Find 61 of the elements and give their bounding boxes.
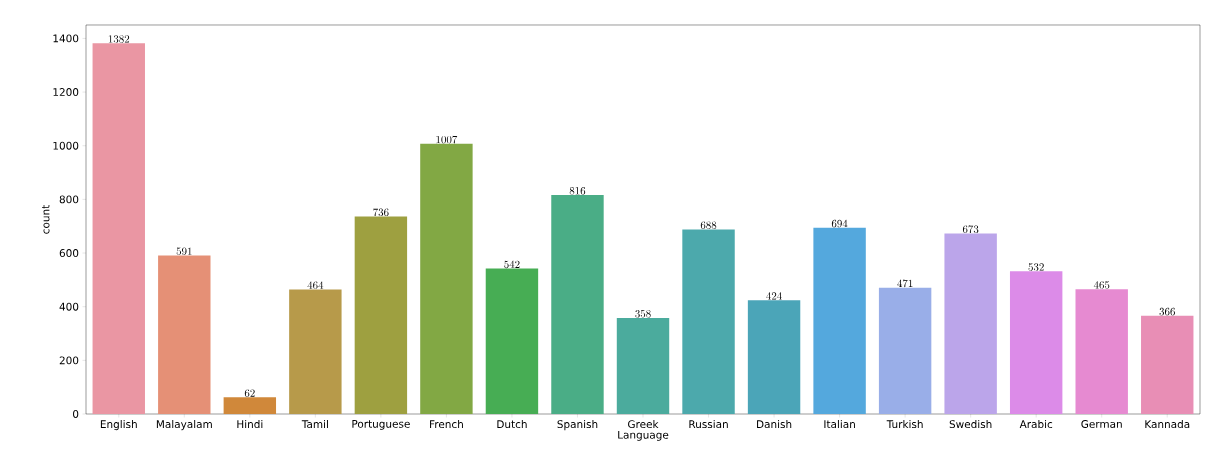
x-axis-title: Language (618, 430, 669, 441)
x-tick-label: Arabic (1019, 420, 1053, 429)
y-axis-title: count (42, 204, 50, 234)
x-tick-label: French (430, 420, 463, 429)
y-tick-label: 1000 (53, 141, 79, 150)
x-tick-label: Kannada (1145, 420, 1190, 429)
bar (92, 43, 145, 414)
data-label: 471 (897, 279, 913, 288)
y-tick-label: 1400 (53, 34, 79, 43)
bar (289, 289, 342, 414)
data-label: 532 (1028, 263, 1044, 271)
x-tick-label: Greek (628, 420, 659, 429)
x-tick-label: German (1081, 420, 1122, 428)
bar (354, 216, 408, 414)
y-tick-label: 400 (59, 302, 79, 311)
data-label: 1382 (108, 35, 130, 43)
bar (1075, 289, 1128, 414)
bar (944, 233, 997, 414)
data-label: 1007 (436, 135, 458, 144)
data-label: 736 (373, 208, 389, 217)
data-label: 465 (1093, 281, 1110, 289)
bar (682, 229, 735, 414)
bar (878, 287, 932, 414)
data-label: 542 (504, 260, 520, 269)
bar (813, 227, 866, 414)
y-tick-label: 0 (73, 410, 79, 418)
bar (616, 317, 670, 414)
x-tick-label: Italian (824, 420, 855, 429)
data-label: 816 (569, 187, 586, 195)
x-tick-label: Dutch (497, 420, 527, 429)
x-tick-label: Tamil (301, 420, 328, 429)
bar (420, 143, 473, 414)
bar (158, 255, 211, 414)
x-tick-label: Danish (757, 420, 792, 429)
data-label: 366 (1159, 307, 1175, 316)
x-tick-label: Portuguese (352, 420, 410, 430)
x-tick-label: English (100, 420, 137, 431)
data-label: 694 (831, 219, 848, 228)
bar (1141, 315, 1194, 414)
data-label: 358 (635, 309, 651, 318)
x-tick-label: Swedish (949, 420, 992, 429)
y-tick-label: 200 (59, 356, 79, 365)
data-label: 688 (700, 221, 717, 229)
data-label: 424 (766, 292, 782, 300)
bar (551, 195, 604, 414)
data-label: 464 (307, 281, 324, 290)
bar (223, 397, 277, 414)
y-tick-label: 600 (59, 249, 79, 257)
x-tick-label: Russian (689, 420, 728, 429)
x-tick-label: Hindi (237, 420, 263, 429)
bar (485, 268, 539, 414)
bar (1009, 271, 1063, 414)
y-tick-label: 800 (59, 195, 79, 204)
bar (747, 300, 801, 414)
x-tick-label: Turkish (886, 420, 923, 429)
data-label: 673 (962, 225, 979, 233)
data-label: 62 (244, 389, 255, 397)
x-tick-label: Spanish (557, 420, 598, 431)
y-tick-label: 1200 (53, 88, 79, 97)
data-label: 591 (176, 247, 192, 255)
x-tick-label: Malayalam (156, 420, 212, 431)
